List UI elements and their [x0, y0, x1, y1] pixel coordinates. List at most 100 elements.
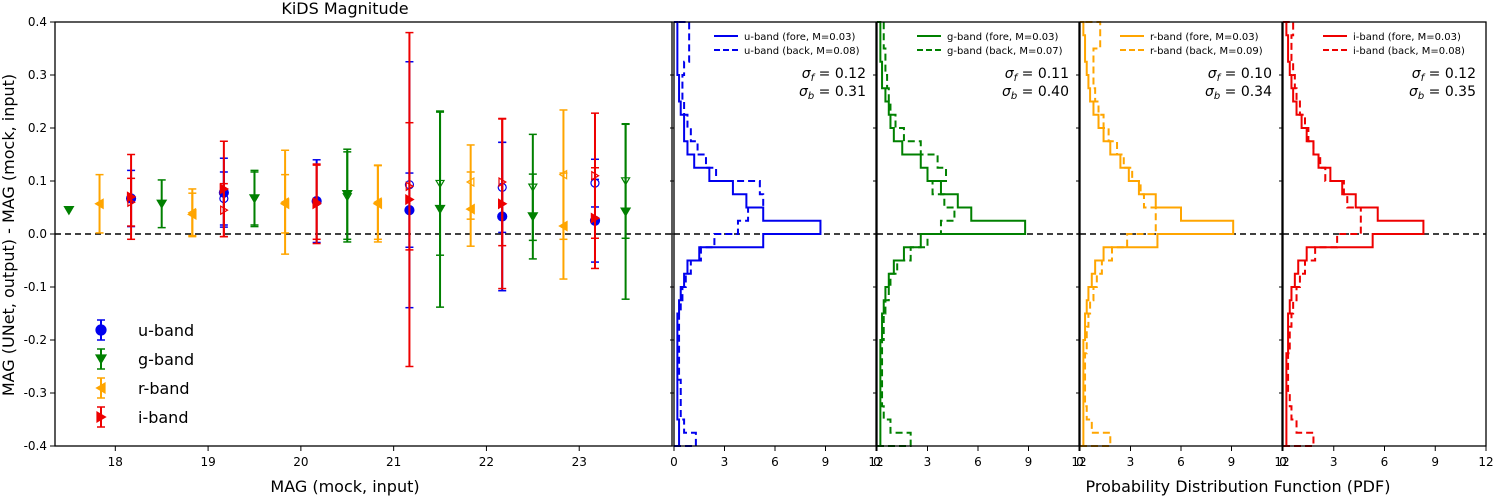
- sigma-b-label: σb = 0.40: [1002, 84, 1069, 102]
- hist-back-step: [877, 21, 956, 447]
- scatter-panel: -0.4 -0.3 -0.2 -0.1 0.0 0.1 0.2 0.3 0.4 18 19 20 21 2…: [24, 15, 673, 469]
- y-tick-label: -0.3: [24, 386, 47, 400]
- hist-panel-i-band: 0 3 6 9 12 i-band (fore, M=0.03) i-band (back,…: [1279, 21, 1494, 469]
- x-tick-label: 6: [1381, 455, 1389, 469]
- legend-label: u-band: [138, 321, 194, 340]
- y-tick-label: -0.1: [24, 280, 47, 294]
- data-point: [558, 169, 568, 180]
- legend-marker: [94, 354, 108, 365]
- data-point: [342, 193, 353, 202]
- hist-back-step: [674, 21, 765, 447]
- x-tick-label: 3: [924, 455, 932, 469]
- legend-back-label: r-band (back, M=0.09): [1150, 46, 1263, 57]
- x-tick-label: 6: [974, 455, 982, 469]
- legend-label: i-band: [138, 408, 188, 427]
- x-tick-label: 12: [1071, 455, 1086, 469]
- data-point: [465, 177, 475, 188]
- data-point: [591, 170, 600, 181]
- hist-panel-g-band: 0 3 6 9 12 g-band (fore, M=0.03) g-band (back,…: [873, 21, 1087, 469]
- hist-frame: [1282, 21, 1487, 447]
- data-point: [405, 181, 415, 192]
- data-point: [280, 197, 289, 208]
- data-point: [620, 177, 631, 186]
- x-tick-label: 9: [1431, 455, 1439, 469]
- sigma-f-label: σf = 0.12: [802, 66, 866, 84]
- data-point: [373, 197, 382, 208]
- hist-panel-r-band: 0 3 6 9 12 r-band (fore, M=0.03) r-band (back,…: [1076, 21, 1290, 469]
- x-tick-label: 19: [200, 455, 215, 469]
- data-point: [187, 207, 197, 218]
- x-tick-label: 9: [822, 455, 830, 469]
- data-point: [127, 197, 136, 208]
- hist-fore-step: [1080, 21, 1235, 447]
- sigma-b-label: σb = 0.34: [1205, 84, 1272, 102]
- sigma-f-label: σf = 0.12: [1412, 66, 1476, 84]
- data-point: [156, 199, 168, 210]
- x-tick-label: 3: [721, 455, 729, 469]
- x-tick-label: 12: [868, 455, 883, 469]
- legend-label: g-band: [138, 350, 194, 369]
- hist-back-step: [1080, 21, 1157, 447]
- data-point: [434, 179, 446, 189]
- data-point: [94, 198, 104, 210]
- scatter-x-axis-label: MAG (mock, input): [270, 477, 419, 496]
- data-point: [527, 183, 538, 193]
- data-point: [498, 177, 507, 188]
- x-tick-label: 6: [1177, 455, 1185, 469]
- series-i-band: [126, 31, 601, 368]
- y-tick-label: 0.2: [28, 121, 47, 135]
- legend-marker: [95, 381, 106, 395]
- legend-fore-label: g-band (fore, M=0.03): [947, 32, 1059, 43]
- legend-fore-label: i-band (fore, M=0.03): [1353, 32, 1461, 43]
- y-tick-label: 0.1: [28, 174, 47, 188]
- y-tick-label: -0.2: [24, 333, 47, 347]
- legend: u-band g-band r-band i-band: [94, 319, 194, 428]
- sigma-f-label: σf = 0.10: [1208, 66, 1272, 84]
- sigma-b-label: σb = 0.31: [799, 84, 866, 102]
- x-tick-label: 0: [873, 455, 881, 469]
- legend-fore-label: u-band (fore, M=0.03): [744, 32, 856, 43]
- data-point: [63, 205, 75, 216]
- legend-label: r-band: [138, 379, 190, 398]
- x-tick-label: 12: [1274, 455, 1289, 469]
- sigma-b-label: σb = 0.35: [1409, 84, 1476, 102]
- data-point: [249, 194, 260, 204]
- legend-back-label: u-band (back, M=0.08): [744, 46, 860, 57]
- x-tick-label: 20: [293, 455, 308, 469]
- legend-fore-label: r-band (fore, M=0.03): [1150, 32, 1259, 43]
- sigma-f-label: σf = 0.11: [1005, 66, 1069, 84]
- x-tick-label: 0: [670, 455, 678, 469]
- series-g-band: [63, 110, 632, 308]
- x-tick-label: 3: [1127, 455, 1135, 469]
- x-tick-label: 0: [1076, 455, 1084, 469]
- x-tick-label: 12: [1478, 455, 1493, 469]
- legend-back-label: i-band (back, M=0.08): [1353, 46, 1465, 57]
- hist-back-step: [1283, 21, 1362, 447]
- x-tick-label: 9: [1228, 455, 1236, 469]
- hist-panel-u-band: 0 3 6 9 12 u-band (fore, M=0.03) u-band (back,…: [670, 21, 884, 469]
- hist-fore-step: [1283, 21, 1425, 447]
- x-tick-label: 0: [1279, 455, 1287, 469]
- x-tick-label: 3: [1330, 455, 1338, 469]
- hist-fore-step: [674, 21, 822, 447]
- x-tick-label: 18: [108, 455, 123, 469]
- legend-marker: [95, 324, 107, 336]
- y-tick-label: 0.0: [28, 227, 47, 241]
- series-r-band: [94, 109, 568, 280]
- legend-marker: [96, 410, 107, 424]
- x-tick-label: 21: [386, 455, 401, 469]
- pdf-x-axis-label: Probability Distribution Function (PDF): [1086, 477, 1391, 496]
- y-tick-label: -0.4: [24, 439, 47, 453]
- legend-back-label: g-band (back, M=0.07): [947, 46, 1063, 57]
- scatter-title: KiDS Magnitude: [281, 0, 408, 18]
- data-point: [220, 205, 229, 216]
- y-tick-label: 0.3: [28, 68, 47, 82]
- hist-fore-step: [877, 21, 1027, 447]
- y-tick-label: 0.4: [28, 15, 47, 29]
- x-tick-label: 22: [479, 455, 494, 469]
- scatter-y-axis-label: MAG (UNet, output) - MAG (mock, input): [0, 74, 18, 396]
- x-tick-label: 23: [572, 455, 587, 469]
- x-tick-label: 9: [1025, 455, 1033, 469]
- x-tick-label: 6: [771, 455, 779, 469]
